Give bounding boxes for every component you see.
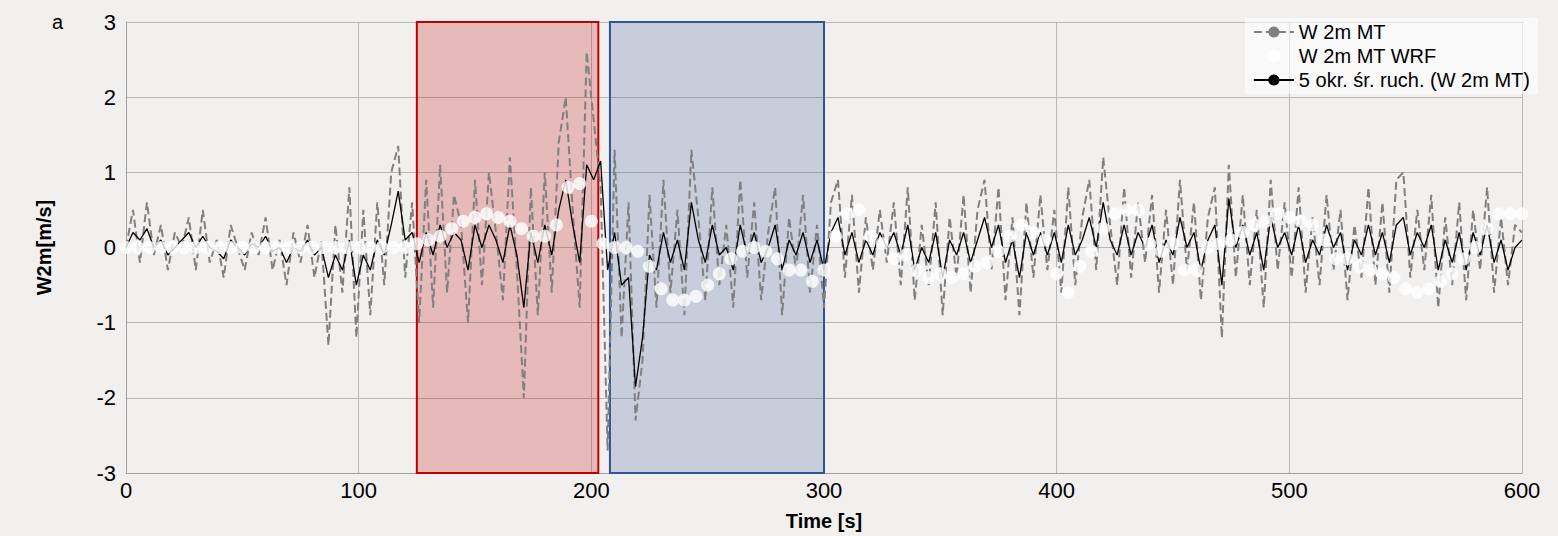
svg-text:W2m[m/s]: W2m[m/s] — [33, 200, 55, 296]
svg-text:600: 600 — [1504, 478, 1541, 503]
svg-text:5 okr. śr. ruch. (W 2m MT): 5 okr. śr. ruch. (W 2m MT) — [1299, 69, 1530, 91]
svg-text:a: a — [52, 11, 64, 33]
svg-text:Time [s]: Time [s] — [786, 510, 862, 532]
svg-text:0: 0 — [104, 235, 116, 260]
svg-text:W 2m MT: W 2m MT — [1299, 21, 1386, 43]
svg-text:-1: -1 — [96, 310, 116, 335]
svg-text:100: 100 — [340, 478, 377, 503]
svg-text:-2: -2 — [96, 385, 116, 410]
svg-text:0: 0 — [120, 478, 132, 503]
svg-text:3: 3 — [104, 10, 116, 35]
svg-text:500: 500 — [1271, 478, 1308, 503]
svg-text:400: 400 — [1038, 478, 1075, 503]
svg-text:2: 2 — [104, 85, 116, 110]
svg-text:-3: -3 — [96, 461, 116, 486]
svg-text:W 2m MT WRF: W 2m MT WRF — [1299, 45, 1436, 67]
svg-text:1: 1 — [104, 160, 116, 185]
svg-text:200: 200 — [573, 478, 610, 503]
svg-text:300: 300 — [806, 478, 843, 503]
